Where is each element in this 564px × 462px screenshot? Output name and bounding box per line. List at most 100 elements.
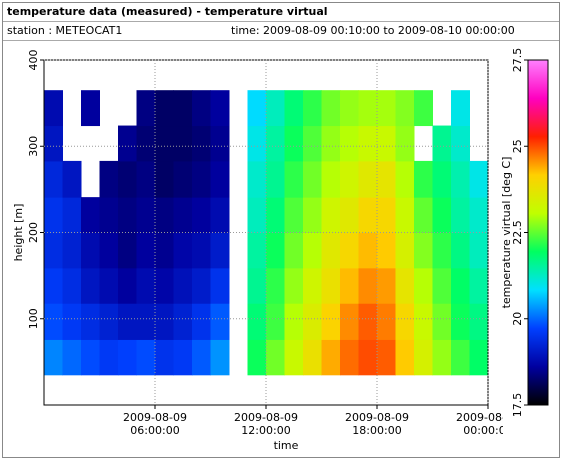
heatmap-cell bbox=[414, 90, 433, 127]
heatmap-cell bbox=[284, 125, 304, 162]
heatmap-cell bbox=[173, 160, 193, 198]
heatmap-cell bbox=[266, 303, 285, 340]
heatmap-cell bbox=[118, 303, 137, 340]
heatmap-cell bbox=[469, 197, 489, 233]
heatmap-cell bbox=[414, 232, 433, 269]
time-range: time: 2009-08-09 00:10:00 to 2009-08-10 … bbox=[231, 24, 515, 37]
heatmap-cell bbox=[99, 160, 119, 198]
x-axis-label: time bbox=[274, 439, 299, 452]
heatmap-cell bbox=[377, 125, 396, 162]
heatmap-cell bbox=[358, 339, 378, 376]
heatmap-cell bbox=[118, 267, 137, 304]
y-tick-label: 200 bbox=[27, 222, 40, 243]
heatmap-cell bbox=[99, 232, 119, 269]
heatmap-cell bbox=[414, 197, 433, 233]
heatmap-cell bbox=[340, 160, 359, 198]
chart: 100 200 300 400 time height [m] 17.5 20 22.5 25 27… bbox=[12, 48, 549, 452]
heatmap-cell bbox=[44, 303, 63, 340]
heatmap-cell bbox=[303, 267, 322, 304]
heatmap-cell bbox=[99, 267, 119, 304]
heatmap-cell bbox=[266, 125, 285, 162]
heatmap-cell bbox=[247, 267, 267, 304]
heatmap-cell bbox=[432, 267, 452, 304]
x-tick-label: 2009-08-09 06:00:00 bbox=[123, 411, 187, 437]
heatmap-cell bbox=[62, 339, 82, 376]
y-axis-label: height [m] bbox=[12, 204, 25, 262]
station: station : METEOCAT1 bbox=[7, 24, 123, 37]
heatmap-cell bbox=[451, 90, 470, 127]
heatmap-cell bbox=[414, 303, 433, 340]
heatmap-cell bbox=[340, 339, 359, 376]
heatmap-cell bbox=[247, 303, 267, 340]
heatmap-cell bbox=[395, 232, 415, 269]
heatmap-cell bbox=[284, 90, 304, 127]
heatmap-cell bbox=[469, 339, 489, 376]
heatmap-cell bbox=[321, 125, 341, 162]
heatmap-cell bbox=[62, 303, 82, 340]
heatmap-cell bbox=[414, 339, 433, 376]
heatmap-cell bbox=[44, 339, 63, 376]
heatmap-cell bbox=[81, 232, 100, 269]
heatmap-cell bbox=[266, 160, 285, 198]
heatmap-cell bbox=[210, 267, 230, 304]
heatmap-cell bbox=[432, 339, 452, 376]
heatmap-cell bbox=[303, 160, 322, 198]
heatmap-cell bbox=[358, 197, 378, 233]
heatmap-cell bbox=[377, 197, 396, 233]
heatmap-cell bbox=[192, 160, 211, 198]
heatmap-cell bbox=[451, 160, 470, 198]
heatmap-cell bbox=[44, 232, 63, 269]
heatmap-cell bbox=[377, 90, 396, 127]
heatmap-cell bbox=[81, 339, 100, 376]
heatmap-cell bbox=[451, 232, 470, 269]
heatmap-cell bbox=[155, 160, 174, 198]
heatmap-cell bbox=[377, 160, 396, 198]
heatmap-cell bbox=[377, 232, 396, 269]
heatmap-cell bbox=[395, 90, 415, 127]
heatmap-cell bbox=[44, 160, 63, 198]
heatmap-cell bbox=[173, 125, 193, 162]
heatmap-cell bbox=[173, 197, 193, 233]
heatmap-cell bbox=[340, 267, 359, 304]
heatmap-cell bbox=[210, 125, 230, 162]
heatmap-cell bbox=[210, 303, 230, 340]
heatmap-cell bbox=[192, 267, 211, 304]
heatmap-cell bbox=[432, 125, 452, 162]
y-tick-label: 100 bbox=[27, 308, 40, 329]
title: temperature data (measured) - temperatur… bbox=[3, 3, 559, 22]
heatmap-cell bbox=[247, 125, 267, 162]
heatmap-cell bbox=[432, 303, 452, 340]
heatmap-cell bbox=[155, 267, 174, 304]
y-tick-label: 300 bbox=[27, 136, 40, 157]
heatmap-cell bbox=[173, 339, 193, 376]
heatmap-cell bbox=[377, 303, 396, 340]
heatmap-cell bbox=[192, 232, 211, 269]
heatmap-cell bbox=[395, 339, 415, 376]
heatmap-cell bbox=[266, 90, 285, 127]
heatmap-cell bbox=[395, 303, 415, 340]
heatmap-cell bbox=[395, 267, 415, 304]
heatmap-cell bbox=[155, 197, 174, 233]
heatmap-cell bbox=[340, 125, 359, 162]
y-tick-label: 400 bbox=[27, 50, 40, 71]
heatmap-cell bbox=[81, 267, 100, 304]
heatmap-cell bbox=[136, 160, 156, 198]
heatmap-cell bbox=[377, 267, 396, 304]
heatmap-cell bbox=[44, 125, 63, 162]
heatmap-cell bbox=[210, 232, 230, 269]
heatmap-cell bbox=[247, 232, 267, 269]
heatmap-cell bbox=[62, 232, 82, 269]
heatmap-cell bbox=[303, 232, 322, 269]
heatmap-cell bbox=[321, 160, 341, 198]
window: temperature data (measured) - temperatur… bbox=[2, 2, 560, 458]
heatmap-cell bbox=[303, 339, 322, 376]
heatmap-cell bbox=[155, 303, 174, 340]
heatmap-cell bbox=[321, 303, 341, 340]
x-tick-label: 2009-08-09 12:00:00 bbox=[234, 411, 298, 437]
heatmap-cell bbox=[432, 232, 452, 269]
heatmap-cell bbox=[340, 232, 359, 269]
heatmap-cell bbox=[99, 339, 119, 376]
heatmap-cell bbox=[321, 267, 341, 304]
heatmap-cell bbox=[247, 339, 267, 376]
heatmap-cell bbox=[303, 125, 322, 162]
